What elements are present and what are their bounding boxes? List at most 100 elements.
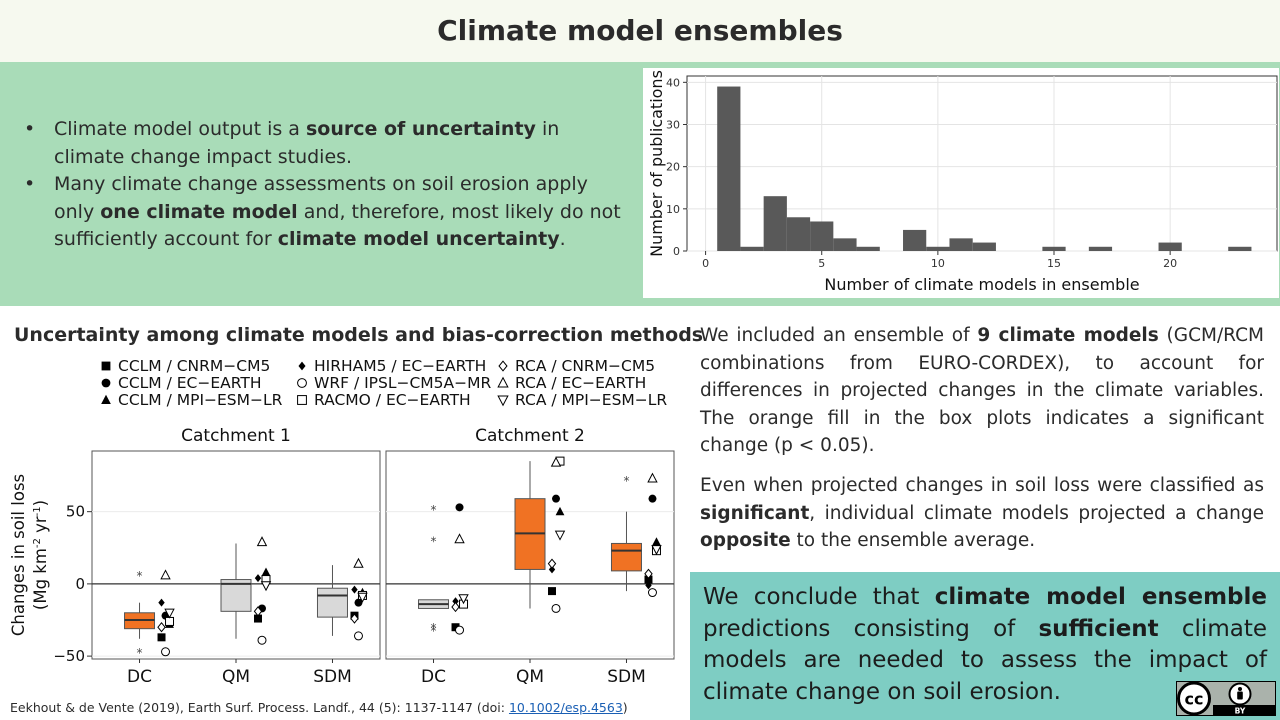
marker-triangle-open [160, 569, 171, 580]
bullet-2: • Many climate change assessments on soil… [22, 171, 622, 254]
model-point-ci_f [552, 494, 560, 503]
marker-triangle-filled [101, 394, 111, 404]
description-paragraph-2: Even when projected changes in soil loss… [700, 472, 1264, 555]
model-point-di_f [548, 565, 556, 574]
model-point-tr_f [652, 537, 661, 546]
hist-y-tick-label: 10 [666, 203, 680, 216]
model-point-sq_f [157, 633, 166, 642]
text-run: and, therefore, most likely do not suffi… [54, 200, 621, 251]
hist-bar [1228, 246, 1252, 251]
marker-triangle-down-open [458, 594, 469, 605]
model-point-di_o [547, 558, 557, 569]
description-paragraph-1: We included an ensemble of 9 climate mod… [700, 322, 1264, 460]
marker-circle-open [353, 631, 363, 641]
bullet-1-text: Climate model output is a source of unce… [54, 118, 559, 168]
hist-y-tick-label: 20 [666, 161, 680, 174]
text-run: , individual climate models projected a … [809, 502, 1264, 524]
model-point-tv_o [554, 530, 566, 541]
unit-text: yr [31, 516, 50, 538]
model-point-sq_f [451, 623, 460, 632]
doi-link[interactable]: 10.1002/esp.4563 [508, 700, 623, 715]
legend-label: CCLM / EC−EARTH [118, 374, 262, 392]
model-point-ci_o [257, 635, 267, 645]
marker-circle-open [297, 378, 307, 388]
marker-triangle-down-open [554, 530, 566, 541]
marker-triangle-down-open [651, 545, 662, 556]
legend-label: CCLM / CNRM−CM5 [118, 357, 270, 375]
legend-marker-tv_o [497, 395, 509, 407]
text-run: opposite [700, 530, 791, 552]
marker-triangle-open [256, 536, 268, 547]
marker-square-filled [548, 587, 556, 596]
marker-diamond-open [253, 606, 263, 617]
model-point-tr_o [256, 536, 268, 547]
hist-bar [810, 221, 834, 251]
marker-diamond-open [451, 601, 460, 613]
intro-bullets: • Climate model output is a source of unc… [22, 116, 622, 254]
box-significant [610, 542, 642, 572]
hist-bar [1042, 246, 1066, 251]
marker-triangle-down-open [260, 581, 272, 592]
y-axis-units: (Mg km-2 yr-1) [31, 500, 50, 610]
text-run: . [559, 228, 566, 250]
hist-y-tick-label: 0 [673, 245, 680, 258]
text-run: climate model uncertainty [277, 228, 560, 250]
model-point-tv_o [260, 581, 272, 592]
marker-circle-open [257, 635, 267, 645]
legend-marker-sq_o [297, 395, 307, 405]
marker-circle-filled [648, 494, 657, 503]
marker-square-filled [101, 361, 111, 371]
by-text: BY [1235, 707, 1246, 716]
marker-diamond-open [644, 568, 653, 579]
text-run: sufficient [1038, 615, 1159, 642]
legend-label: WRF / IPSL−CM5A−MR [314, 374, 491, 392]
citation: Eekhout & de Vente (2019), Earth Surf. P… [10, 700, 628, 715]
legend-marker-ci_f [101, 378, 111, 388]
marker-triangle-down-open [497, 395, 509, 407]
cc-by-license-icon: cc BY [1176, 681, 1276, 716]
model-point-tr_f [555, 506, 565, 516]
marker-triangle-filled [261, 567, 271, 576]
marker-circle-filled [552, 494, 560, 503]
model-point-ci_f [455, 503, 464, 512]
model-point-tr_o [160, 569, 171, 580]
text-run: Even when projected changes in soil loss… [700, 474, 1264, 496]
legend-marker-tr_o [497, 376, 509, 388]
marker-triangle-open [454, 533, 465, 544]
model-point-tr_o [550, 456, 562, 467]
marker-circle-filled [455, 503, 464, 512]
model-point-ci_o [161, 647, 171, 657]
model-point-di_o [157, 622, 166, 633]
bullet-dot-icon: • [24, 173, 36, 195]
model-point-ci_o [455, 625, 465, 635]
y-tick-label: −50 [53, 647, 85, 665]
marker-triangle-open [647, 472, 658, 483]
model-point-sq_o [165, 616, 175, 626]
marker-diamond-filled [298, 361, 306, 371]
marker-circle-open [647, 588, 657, 598]
cc-text: cc [1185, 690, 1204, 709]
model-point-tr_o [353, 557, 364, 568]
model-point-di_o [451, 601, 460, 613]
marker-diamond-open [498, 360, 508, 372]
description: We included an ensemble of 9 climate mod… [700, 322, 1264, 567]
x-tick-label: DC [421, 667, 446, 687]
citation-text: Eekhout & de Vente (2019), Earth Surf. P… [10, 700, 509, 715]
legend-marker-tr_f [101, 394, 111, 404]
text-run: significant [700, 502, 810, 524]
legend-marker-di_f [298, 361, 306, 371]
legend-label: CCLM / MPI−ESM−LR [118, 391, 283, 409]
text-run: in climate change impact studies. [54, 118, 560, 168]
model-point-ci_f [354, 598, 363, 607]
hist-y-tick-label: 30 [666, 118, 680, 131]
marker-circle-filled [101, 378, 111, 388]
text-run: to the ensemble average. [790, 530, 1036, 552]
outlier: * [431, 535, 437, 549]
unit-text: ) [31, 500, 50, 506]
hist-x-tick-label: 10 [931, 257, 945, 270]
legend-label: RCA / MPI−ESM−LR [515, 391, 667, 409]
model-point-ci_o [647, 588, 657, 598]
model-point-sq_f [254, 614, 262, 623]
marker-circle-open [551, 603, 561, 613]
legend-marker-sq_f [101, 361, 111, 371]
